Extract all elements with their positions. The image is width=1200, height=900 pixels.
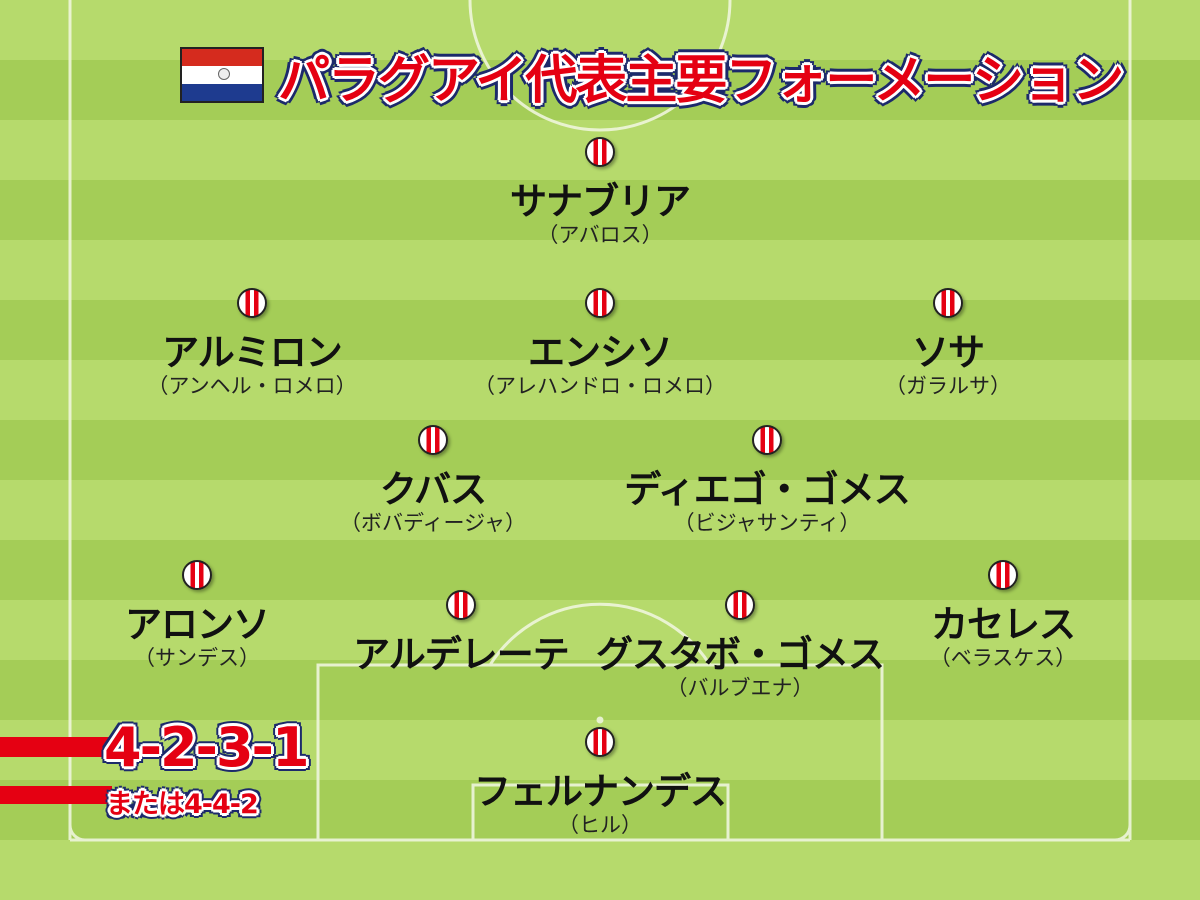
player-alternate: （アレハンドロ・ロメロ） [474,374,726,398]
formation-bar [0,786,112,804]
player-alternate: （バルブエナ） [666,676,814,700]
jersey-icon [752,425,782,455]
player-name: クバス [379,468,487,511]
formation-bar [0,737,112,757]
player-name: カセレス [931,603,1076,646]
player-name: グスタボ・ゴメス [596,633,885,676]
jersey-icon [725,590,755,620]
player-alternate: （ベラスケス） [929,646,1077,670]
player-alternate: （サンデス） [134,646,260,670]
jersey-icon [988,560,1018,590]
paraguay-flag [180,47,264,103]
player-name: ソサ [912,331,985,374]
player-name: ディエゴ・ゴメス [624,468,910,511]
player-name: アルデレーテ [353,633,570,676]
formation-alternate-label: または4-4-2 [106,789,259,820]
formation-label: 4-2-3-1 [104,716,310,779]
player-alternate: （アバロス） [537,223,663,247]
jersey-icon [585,137,615,167]
player-name: エンシソ [528,331,673,374]
jersey-icon [182,560,212,590]
player-name: サナブリア [510,180,691,223]
player-name: アルミロン [162,331,343,374]
player-name: アロンソ [125,603,270,646]
jersey-icon [585,727,615,757]
jersey-icon [933,288,963,318]
jersey-icon [418,425,448,455]
player-alternate: （アンヘル・ロメロ） [147,374,357,398]
player-name: フェルナンデス [474,770,727,813]
emblem-icon [218,68,230,80]
player-alternate: （ガラルサ） [885,374,1011,398]
player-alternate: （ボバディージャ） [339,511,527,535]
player-alternate: （ヒル） [558,813,642,837]
jersey-icon [237,288,267,318]
player-alternate: （ビジャサンティ） [673,511,861,535]
jersey-icon [585,288,615,318]
jersey-icon [446,590,476,620]
page-title: パラグアイ代表主要フォーメーション [278,51,1124,111]
